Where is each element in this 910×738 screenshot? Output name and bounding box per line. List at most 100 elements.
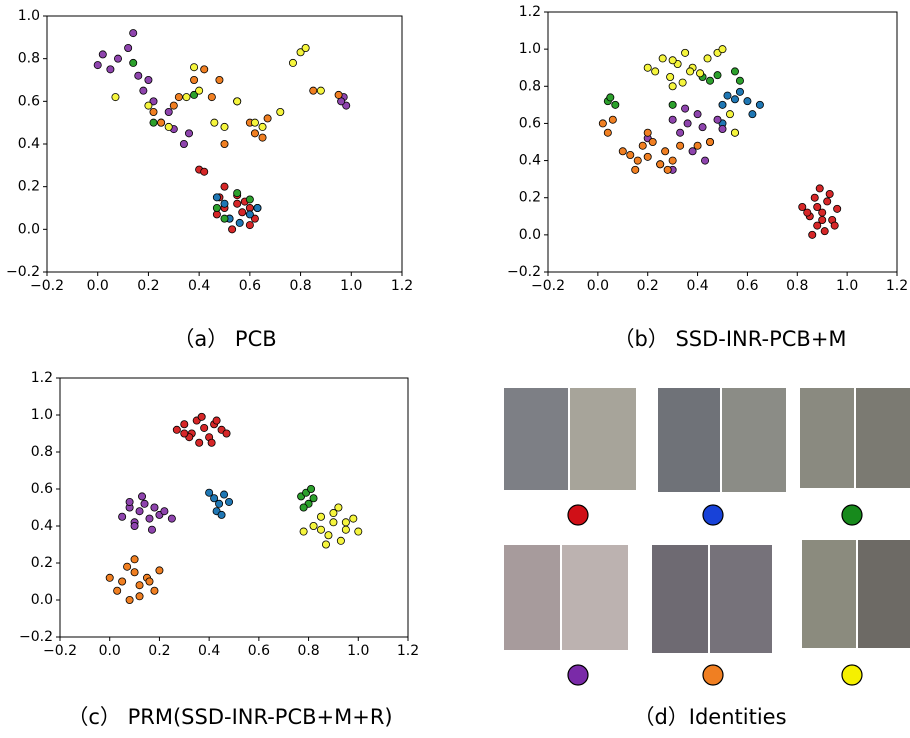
x-tick-label: 0.4 <box>198 643 220 659</box>
point <box>755 100 764 109</box>
point <box>263 114 272 123</box>
point <box>703 54 712 63</box>
point <box>210 494 219 503</box>
point <box>145 514 154 523</box>
point <box>643 128 652 137</box>
identity-marker <box>841 504 863 526</box>
point <box>125 596 134 605</box>
point <box>134 71 143 80</box>
x-tick-label: 1.0 <box>340 278 362 294</box>
identity-marker <box>702 504 724 526</box>
point <box>713 115 722 124</box>
point <box>718 45 727 54</box>
point <box>149 118 158 127</box>
point <box>743 97 752 106</box>
point <box>825 189 834 198</box>
point <box>212 203 221 212</box>
x-tick-label: −0.2 <box>30 278 64 294</box>
point <box>200 65 209 74</box>
point <box>643 152 652 161</box>
photo <box>562 545 628 650</box>
point <box>735 87 744 96</box>
y-tick-label: −0.2 <box>507 264 541 280</box>
point <box>98 50 107 59</box>
point <box>233 189 242 198</box>
point <box>197 412 206 421</box>
point <box>215 499 224 508</box>
point <box>666 73 675 82</box>
point <box>693 110 702 119</box>
plot-frame <box>547 11 898 273</box>
point <box>157 118 166 127</box>
identity-marker <box>567 504 589 526</box>
point <box>656 160 665 169</box>
x-tick-label: −0.2 <box>43 643 77 659</box>
point <box>611 100 620 109</box>
point <box>686 67 695 76</box>
y-tick-label: 1.0 <box>18 8 40 24</box>
point <box>111 93 120 102</box>
point <box>135 592 144 601</box>
point <box>222 429 231 438</box>
x-tick-label: 0.8 <box>786 278 808 294</box>
point <box>643 63 652 72</box>
identity-photos <box>504 388 910 653</box>
point <box>169 101 178 110</box>
point <box>683 119 692 128</box>
y-tick-label: 1.0 <box>31 407 53 423</box>
y-tick-label: 0.6 <box>31 481 53 497</box>
x-tick-label: 0.2 <box>637 278 659 294</box>
point <box>113 586 122 595</box>
point <box>200 167 209 176</box>
point <box>190 63 199 72</box>
point <box>301 44 310 53</box>
point <box>693 141 702 150</box>
point <box>150 503 159 512</box>
point <box>118 577 127 586</box>
y-tick-label: 0.0 <box>519 227 541 243</box>
point <box>833 204 842 213</box>
point <box>140 499 149 508</box>
caption: （a） PCB <box>173 327 276 351</box>
point <box>184 129 193 138</box>
point <box>155 566 164 575</box>
y-tick-label: 1.0 <box>519 41 541 57</box>
point <box>316 86 325 95</box>
point <box>631 165 640 174</box>
point <box>696 69 705 78</box>
point <box>233 199 242 208</box>
point <box>124 44 133 53</box>
point <box>299 527 308 536</box>
point <box>598 119 607 128</box>
point <box>220 199 229 208</box>
point <box>288 58 297 67</box>
point <box>130 555 139 564</box>
point <box>212 416 221 425</box>
point <box>149 108 158 117</box>
point <box>341 525 350 534</box>
point <box>718 125 727 134</box>
point <box>663 165 672 174</box>
point <box>678 78 687 87</box>
point <box>668 115 677 124</box>
x-tick-label: 1.0 <box>836 278 858 294</box>
identity-marker <box>567 664 589 686</box>
point <box>172 425 181 434</box>
point <box>138 492 147 501</box>
point <box>730 67 739 76</box>
point <box>145 577 154 586</box>
identity-marker <box>702 664 724 686</box>
x-tick-label: 0.8 <box>289 278 311 294</box>
point <box>144 101 153 110</box>
point <box>830 221 839 230</box>
point <box>164 108 173 117</box>
point <box>195 86 204 95</box>
point <box>668 156 677 165</box>
point <box>135 507 144 516</box>
point <box>681 48 690 57</box>
point <box>706 137 715 146</box>
photo <box>570 388 636 490</box>
x-tick-label: 0.6 <box>248 643 270 659</box>
point <box>212 193 221 202</box>
y-tick-label: 0.8 <box>18 51 40 67</box>
